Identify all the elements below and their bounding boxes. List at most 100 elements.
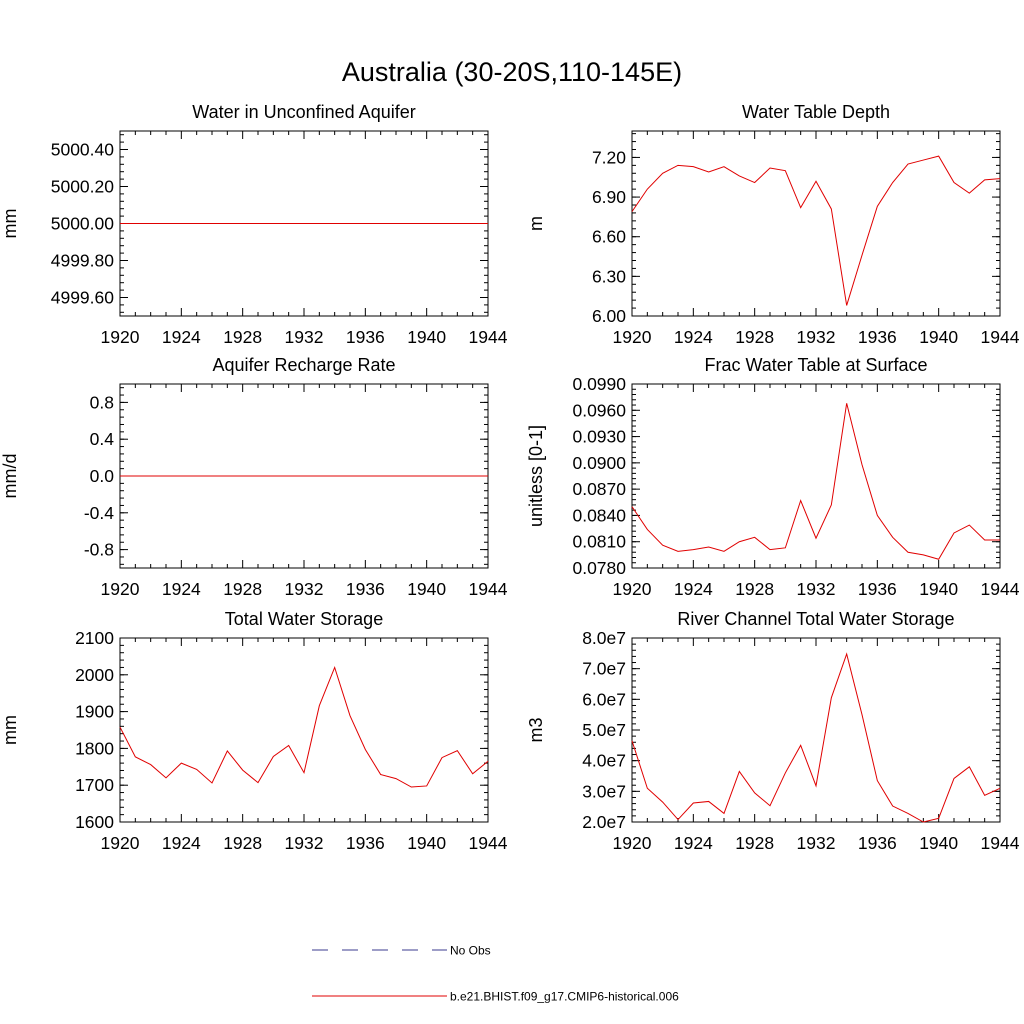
y-tick-label: 6.60 — [592, 227, 626, 247]
panel-title: Water in Unconfined Aquifer — [192, 102, 415, 122]
y-axis-label: mm/d — [0, 454, 20, 499]
y-tick-label: 8.0e7 — [582, 628, 626, 648]
plot-frame — [631, 130, 1001, 317]
x-tick-label: 1928 — [735, 327, 774, 347]
y-tick-label: 6.0e7 — [582, 689, 626, 709]
y-tick-label: -0.4 — [84, 503, 114, 523]
y-tick-label: 7.20 — [592, 147, 626, 167]
y-tick-label: 2000 — [75, 665, 114, 685]
x-tick-label: 1924 — [674, 327, 713, 347]
x-tick-label: 1924 — [162, 833, 201, 853]
x-tick-label: 1944 — [981, 327, 1020, 347]
series-line — [631, 403, 1000, 560]
x-tick-label: 1932 — [797, 579, 836, 599]
x-tick-label: 1936 — [858, 327, 897, 347]
y-tick-label: 0.4 — [90, 429, 115, 449]
x-tick-label: 1924 — [674, 579, 713, 599]
x-tick-label: 1928 — [223, 833, 262, 853]
x-tick-label: 1920 — [101, 327, 140, 347]
panel-title: Aquifer Recharge Rate — [212, 355, 395, 375]
y-tick-label: 1800 — [75, 738, 114, 758]
x-tick-label: 1928 — [735, 833, 774, 853]
x-tick-label: 1920 — [613, 579, 652, 599]
y-tick-label: 4999.80 — [51, 251, 115, 271]
panel-title: Water Table Depth — [742, 102, 890, 122]
y-tick-label: 0.0870 — [572, 479, 626, 499]
x-tick-label: 1924 — [162, 327, 201, 347]
x-tick-label: 1936 — [858, 833, 897, 853]
plot-frame — [631, 383, 1001, 569]
y-tick-label: 5000.00 — [51, 214, 115, 234]
legend: No Obs b.e21.BHIST.f09_g17.CMIP6-histori… — [312, 944, 679, 1004]
x-tick-label: 1936 — [346, 579, 385, 599]
x-tick-label: 1924 — [674, 833, 713, 853]
panel-title: River Channel Total Water Storage — [677, 609, 954, 629]
x-tick-label: 1920 — [101, 833, 140, 853]
y-tick-label: 6.30 — [592, 266, 626, 286]
plot-frame — [631, 637, 1001, 823]
y-tick-label: 3.0e7 — [582, 781, 626, 801]
x-tick-label: 1940 — [919, 327, 958, 347]
y-tick-label: 6.90 — [592, 187, 626, 207]
x-tick-label: 1932 — [285, 579, 324, 599]
x-tick-label: 1940 — [407, 579, 446, 599]
x-tick-label: 1920 — [101, 579, 140, 599]
x-tick-label: 1928 — [223, 579, 262, 599]
x-tick-label: 1936 — [346, 327, 385, 347]
y-tick-label: 7.0e7 — [582, 659, 626, 679]
panels: Water in Unconfined Aquifer mm 1920 1924 192… — [0, 102, 1020, 853]
y-tick-label: 0.0960 — [572, 400, 626, 420]
x-tick-label: 1932 — [797, 833, 836, 853]
x-tick-label: 1944 — [469, 579, 508, 599]
y-tick-label: 5000.40 — [51, 140, 115, 160]
x-tick-label: 1928 — [223, 327, 262, 347]
x-tick-label: 1944 — [981, 833, 1020, 853]
x-tick-label: 1920 — [613, 327, 652, 347]
x-tick-label: 1936 — [346, 833, 385, 853]
panel-2: Water Table Depth m 1920 1924 1928 1932 1936 19… — [526, 102, 1020, 347]
y-tick-label: 0.0990 — [572, 374, 626, 394]
y-tick-label: 0.0780 — [572, 558, 626, 578]
y-tick-label: 5000.20 — [51, 177, 115, 197]
x-tick-label: 1924 — [162, 579, 201, 599]
y-tick-label: 5.0e7 — [582, 720, 626, 740]
panel-title: Frac Water Table at Surface — [704, 355, 927, 375]
y-tick-label: 4999.60 — [51, 288, 115, 308]
y-tick-label: 0.8 — [90, 392, 114, 412]
x-tick-label: 1936 — [858, 579, 897, 599]
panel-3: Aquifer Recharge Rate mm/d 1920 1924 1928 193… — [0, 355, 508, 599]
y-tick-label: 0.0840 — [572, 505, 626, 525]
y-tick-label: 6.00 — [592, 306, 626, 326]
y-tick-label: 2.0e7 — [582, 812, 626, 832]
y-axis-label: m3 — [526, 717, 546, 742]
y-tick-label: 1600 — [75, 812, 114, 832]
legend-obs-label: No Obs — [450, 944, 491, 958]
panel-4: Frac Water Table at Surface unitless [0-1… — [526, 355, 1020, 599]
x-tick-label: 1940 — [407, 327, 446, 347]
x-tick-label: 1944 — [469, 833, 508, 853]
y-tick-label: 1900 — [75, 702, 114, 722]
y-tick-label: 4.0e7 — [582, 751, 626, 771]
y-tick-label: 2100 — [75, 628, 114, 648]
x-tick-label: 1932 — [285, 327, 324, 347]
panel-6: River Channel Total Water Storage m3 1920 1… — [526, 609, 1020, 853]
series-line — [631, 652, 1001, 823]
x-tick-label: 1944 — [981, 579, 1020, 599]
x-tick-label: 1940 — [407, 833, 446, 853]
x-tick-label: 1928 — [735, 579, 774, 599]
y-tick-label: 0.0900 — [572, 453, 626, 473]
series-line — [119, 665, 489, 788]
x-tick-label: 1940 — [919, 833, 958, 853]
x-tick-label: 1920 — [613, 833, 652, 853]
x-tick-label: 1944 — [469, 327, 508, 347]
x-tick-label: 1932 — [285, 833, 324, 853]
plot-frame — [119, 637, 489, 823]
x-tick-label: 1932 — [797, 327, 836, 347]
y-axis-label: unitless [0-1] — [526, 425, 546, 527]
panel-title: Total Water Storage — [225, 609, 383, 629]
legend-model-label: b.e21.BHIST.f09_g17.CMIP6-historical.006 — [450, 990, 679, 1004]
y-axis-label: m — [526, 216, 546, 231]
x-tick-label: 1940 — [919, 579, 958, 599]
y-tick-label: 0.0 — [90, 466, 115, 486]
